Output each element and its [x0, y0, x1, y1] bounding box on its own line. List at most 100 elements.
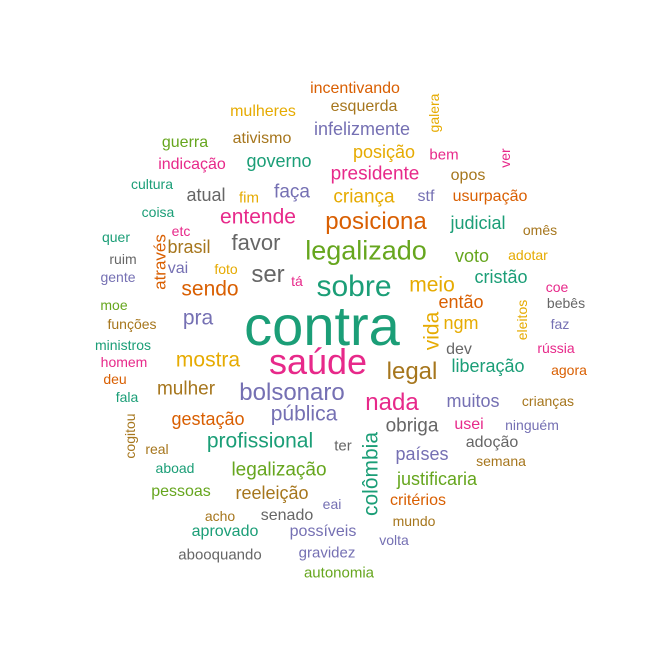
- word: gravidez: [298, 544, 356, 562]
- word: acho: [204, 508, 236, 524]
- word: incentivando: [310, 80, 400, 97]
- word: justificaria: [396, 469, 478, 489]
- word: stf: [417, 188, 435, 205]
- word: aboad: [155, 460, 195, 476]
- word: fim: [239, 189, 259, 207]
- word: sobre: [316, 270, 392, 303]
- word: guerra: [161, 134, 209, 151]
- word: posição: [352, 142, 416, 162]
- word: sendo: [181, 277, 239, 301]
- word: coe: [545, 279, 569, 295]
- word: autonomia: [303, 564, 375, 582]
- word: vida: [420, 311, 444, 351]
- word: abooquando: [178, 546, 262, 564]
- word: cristão: [474, 267, 528, 287]
- word: ativismo: [232, 130, 292, 147]
- word: homem: [100, 354, 148, 370]
- word: pra: [182, 306, 214, 330]
- word: através: [150, 234, 170, 290]
- word: mulheres: [230, 103, 296, 120]
- word: pública: [270, 402, 338, 426]
- word: eai: [322, 496, 342, 512]
- word: faz: [550, 316, 570, 332]
- word: bem: [429, 146, 459, 164]
- word: reeleição: [235, 483, 309, 503]
- word: eleitos: [514, 299, 530, 341]
- word: países: [395, 444, 449, 464]
- word: gestação: [171, 409, 245, 429]
- word: volta: [379, 532, 409, 548]
- word: nada: [365, 389, 419, 416]
- word: ministros: [94, 337, 152, 353]
- word: esquerda: [330, 98, 398, 115]
- word: adotar: [508, 247, 548, 263]
- word: deu: [103, 371, 127, 387]
- word: ser: [251, 261, 285, 288]
- word: entende: [220, 205, 296, 229]
- word: fala: [115, 389, 139, 405]
- word: voto: [454, 246, 490, 266]
- word: brasil: [167, 237, 211, 257]
- word: ngm: [443, 313, 479, 333]
- word: usurpação: [452, 188, 528, 205]
- word: ninguém: [505, 417, 559, 433]
- word: governo: [246, 151, 312, 171]
- word: bolsonaro: [239, 379, 345, 406]
- word: contra: [244, 294, 400, 357]
- word: possíveis: [289, 523, 357, 540]
- word: colômbia: [359, 431, 383, 517]
- word: legalizado: [305, 235, 427, 266]
- word: cogitou: [122, 413, 138, 459]
- word: então: [438, 292, 484, 312]
- word: mulher: [156, 378, 216, 400]
- word: ver: [497, 148, 513, 168]
- word: pessoas: [151, 483, 211, 500]
- word: galera: [426, 93, 442, 133]
- word: agora: [551, 362, 587, 378]
- word: rússia: [537, 340, 575, 356]
- word: atual: [186, 185, 226, 205]
- word: saúde: [268, 341, 368, 382]
- word: real: [145, 441, 169, 457]
- word: coisa: [141, 204, 175, 220]
- word: moe: [100, 297, 128, 313]
- word: favor: [231, 230, 281, 255]
- word: profissional: [206, 429, 314, 453]
- word: semana: [476, 453, 526, 469]
- word: bebês: [546, 295, 586, 311]
- word: crianças: [521, 393, 575, 409]
- word: infelizmente: [313, 119, 411, 139]
- word: opos: [450, 167, 486, 184]
- word: omês: [522, 222, 558, 238]
- word: ter: [334, 437, 352, 455]
- word: ruim: [109, 251, 137, 267]
- word: mundo: [392, 513, 436, 529]
- word: vai: [167, 260, 189, 277]
- word: senado: [260, 507, 314, 524]
- word: judicial: [450, 213, 506, 233]
- word: critérios: [389, 492, 447, 509]
- word: legal: [386, 358, 438, 385]
- word: legalização: [231, 459, 327, 481]
- word: criança: [333, 186, 395, 208]
- word: mostra: [175, 348, 241, 372]
- word: usei: [454, 416, 484, 433]
- word: posiciona: [325, 208, 427, 235]
- word: dev: [446, 341, 472, 358]
- word: meio: [409, 273, 455, 297]
- word: indicação: [158, 156, 226, 173]
- word: tá: [291, 273, 303, 289]
- word: obriga: [385, 415, 439, 437]
- word: adoção: [465, 434, 519, 451]
- word: muitos: [446, 391, 500, 411]
- word: cultura: [130, 176, 174, 192]
- word: faça: [274, 181, 310, 203]
- word: quer: [101, 229, 131, 245]
- word: gente: [100, 269, 136, 285]
- word: presidente: [330, 163, 420, 185]
- word: foto: [214, 261, 238, 277]
- word: funções: [107, 316, 157, 332]
- word: etc: [171, 223, 191, 239]
- word: aprovado: [191, 523, 259, 540]
